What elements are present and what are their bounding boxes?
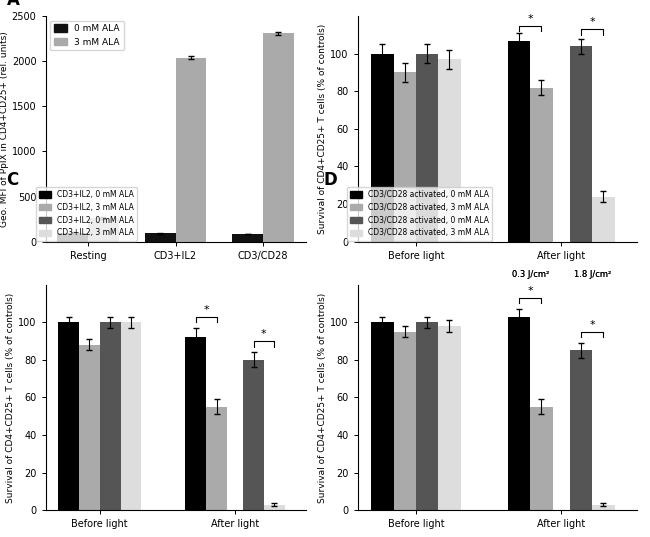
Y-axis label: Survival of CD4+CD25+ T cells (% of controls): Survival of CD4+CD25+ T cells (% of cont… bbox=[318, 24, 328, 234]
Bar bbox=[438, 326, 461, 510]
Bar bbox=[121, 322, 142, 510]
Bar bbox=[530, 407, 552, 510]
Bar bbox=[176, 57, 206, 242]
Text: 0.3 J/cm²: 0.3 J/cm² bbox=[512, 270, 549, 279]
Bar bbox=[371, 322, 393, 510]
Bar bbox=[508, 41, 530, 242]
Bar bbox=[416, 322, 438, 510]
Bar bbox=[570, 46, 592, 242]
Legend: 0 mM ALA, 3 mM ALA: 0 mM ALA, 3 mM ALA bbox=[50, 20, 124, 50]
Text: *: * bbox=[261, 329, 266, 339]
Bar bbox=[592, 197, 615, 242]
Text: D: D bbox=[324, 171, 338, 190]
Text: *: * bbox=[203, 304, 209, 315]
Text: 1.8 J/cm²: 1.8 J/cm² bbox=[574, 270, 611, 279]
Text: 0.3 J/cm²: 0.3 J/cm² bbox=[512, 270, 549, 279]
Y-axis label: Survival of CD4+CD25+ T cells (% of controls): Survival of CD4+CD25+ T cells (% of cont… bbox=[318, 292, 328, 503]
Bar bbox=[508, 317, 530, 510]
Bar bbox=[393, 72, 416, 242]
Bar bbox=[263, 33, 294, 242]
Bar bbox=[58, 322, 79, 510]
Bar bbox=[592, 505, 615, 510]
Bar bbox=[393, 331, 416, 510]
Bar bbox=[100, 322, 121, 510]
Bar bbox=[88, 218, 118, 242]
Legend: CD3/CD28 activated, 0 mM ALA, CD3/CD28 activated, 3 mM ALA, CD3/CD28 activated, : CD3/CD28 activated, 0 mM ALA, CD3/CD28 a… bbox=[347, 187, 492, 241]
Bar bbox=[371, 54, 393, 242]
Y-axis label: Geo. MFI of PpIX in CD4+CD25+ (rel. units): Geo. MFI of PpIX in CD4+CD25+ (rel. unit… bbox=[0, 31, 9, 227]
Bar bbox=[570, 351, 592, 510]
Legend: CD3+IL2, 0 mM ALA, CD3+IL2, 3 mM ALA, CD3+IL2, 0 mM ALA, CD3+IL2, 3 mM ALA: CD3+IL2, 0 mM ALA, CD3+IL2, 3 mM ALA, CD… bbox=[36, 187, 137, 241]
Text: *: * bbox=[590, 320, 595, 330]
Text: A: A bbox=[6, 0, 20, 9]
Y-axis label: Survival of CD4+CD25+ T cells (% of controls): Survival of CD4+CD25+ T cells (% of cont… bbox=[6, 292, 16, 503]
Text: *: * bbox=[527, 13, 533, 24]
Bar bbox=[530, 88, 552, 242]
Text: 1.8 J/cm²: 1.8 J/cm² bbox=[574, 270, 611, 279]
Bar bbox=[264, 505, 285, 510]
Bar bbox=[79, 345, 100, 510]
Bar bbox=[206, 407, 227, 510]
Bar bbox=[243, 360, 264, 510]
Bar bbox=[185, 337, 206, 510]
Text: *: * bbox=[527, 286, 533, 296]
Bar bbox=[57, 233, 88, 242]
Text: C: C bbox=[6, 171, 19, 190]
Bar bbox=[145, 233, 176, 242]
Bar bbox=[233, 234, 263, 242]
Text: *: * bbox=[590, 17, 595, 27]
Bar bbox=[438, 60, 461, 242]
Bar bbox=[416, 54, 438, 242]
